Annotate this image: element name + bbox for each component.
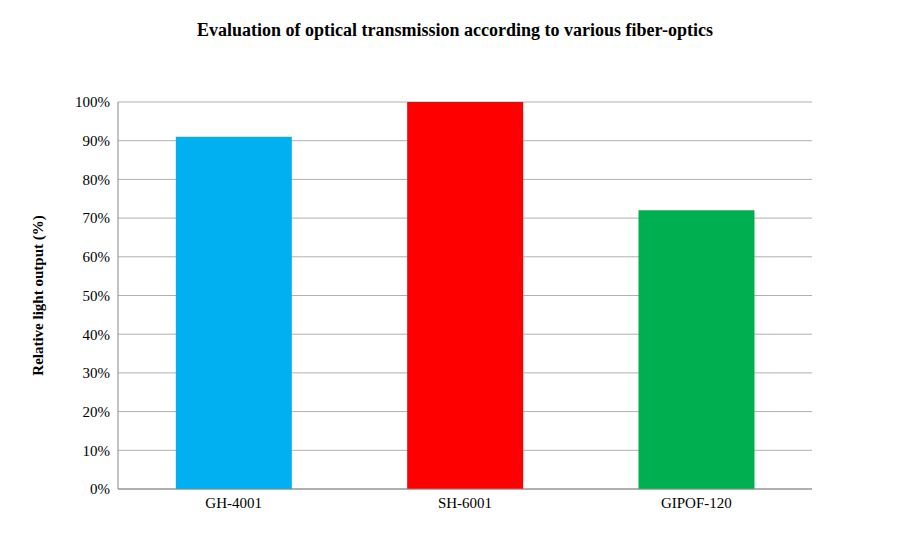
svg-text:100%: 100% [75,94,110,110]
svg-text:50%: 50% [83,288,111,304]
svg-text:GIPOF-120: GIPOF-120 [661,495,732,511]
svg-text:70%: 70% [83,210,111,226]
svg-text:20%: 20% [83,404,111,420]
svg-text:40%: 40% [83,327,111,343]
svg-text:10%: 10% [83,443,111,459]
svg-text:90%: 90% [83,133,111,149]
svg-text:80%: 80% [83,172,111,188]
svg-text:GH-4001: GH-4001 [205,495,262,511]
html-text:Evaluation of optical transmis: Evaluation of optical transmission accor… [197,20,713,40]
svg-text:30%: 30% [83,365,111,381]
svg-text:Relative light output (%): Relative light output (%) [30,215,47,375]
svg-text:SH-6001: SH-6001 [438,495,492,511]
svg-text:60%: 60% [83,249,111,265]
svg-text:0%: 0% [90,481,110,497]
